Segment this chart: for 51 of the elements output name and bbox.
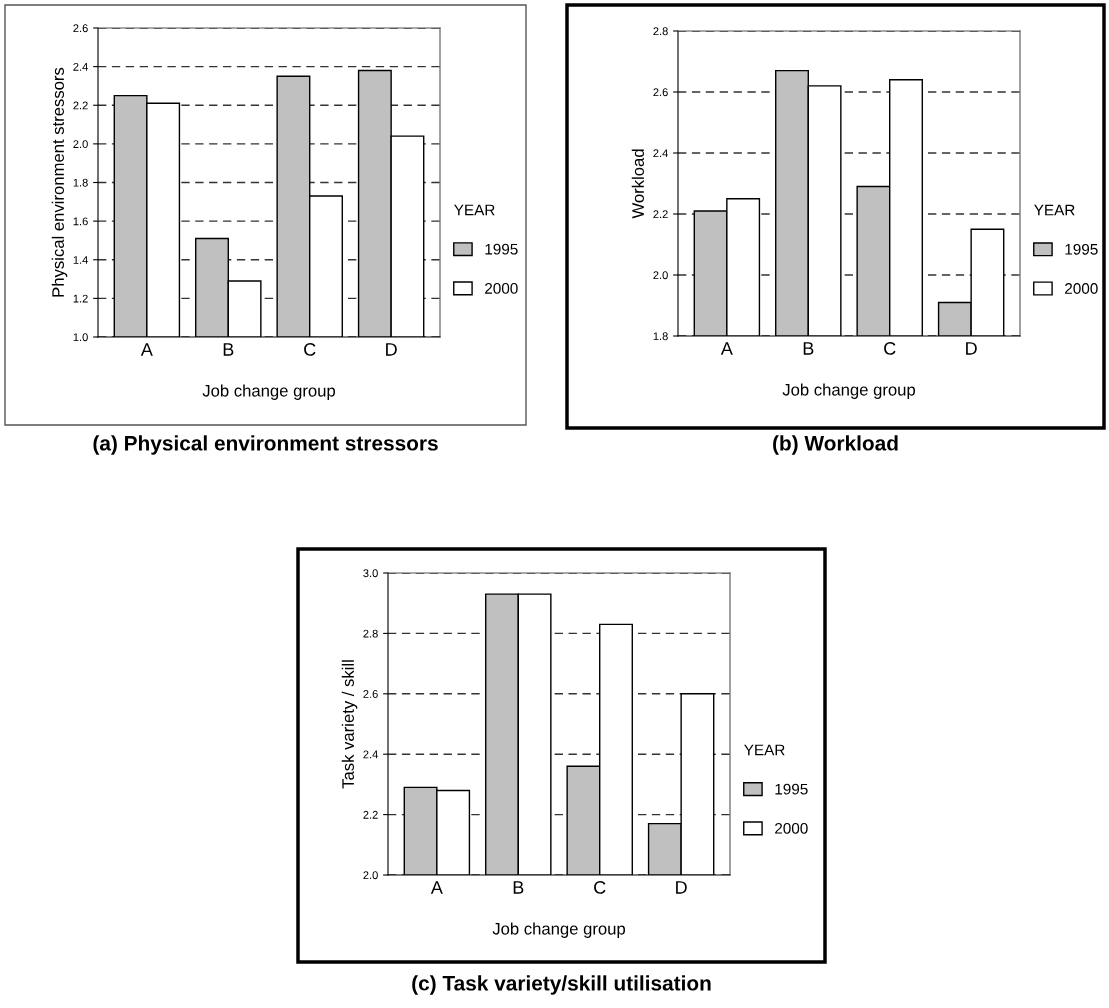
y-axis-title: Physical environment stressors xyxy=(51,67,68,297)
y-tick-label: 2.6 xyxy=(73,24,88,33)
y-tick-label: 1.4 xyxy=(73,256,88,264)
x-tick-label: C xyxy=(594,881,606,894)
y-tick-label: 1.2 xyxy=(73,294,88,303)
y-tick-label: 1.8 xyxy=(653,332,668,341)
x-axis-title: Job change group xyxy=(202,384,336,400)
x-tick-label: B xyxy=(223,343,234,356)
y-tick-label: 2.2 xyxy=(653,210,668,219)
x-tick-label: C xyxy=(304,343,316,356)
x-tick-label: D xyxy=(676,881,687,894)
legend-label: 1995 xyxy=(485,243,518,255)
legend-label: 1995 xyxy=(1065,243,1098,255)
y-tick-label: 2.2 xyxy=(73,101,88,110)
y-tick-label: 2.8 xyxy=(653,27,668,36)
legend-label: 2000 xyxy=(1065,283,1098,294)
y-tick-label: 2.8 xyxy=(363,629,378,638)
text: (c) Task variety/skill utilisation xyxy=(412,975,711,995)
text: (b) Workload xyxy=(773,435,898,455)
legend-title: YEAR xyxy=(744,744,785,756)
y-axis-title: Workload xyxy=(631,149,644,219)
y-tick-label: 2.6 xyxy=(363,690,378,698)
legend-title: YEAR xyxy=(1034,204,1075,216)
x-tick-label: D xyxy=(966,342,977,355)
y-tick-label: 2.4 xyxy=(73,62,88,71)
legend-label: 2000 xyxy=(775,822,808,834)
text: (a) Physical environment stressors xyxy=(93,435,438,455)
y-tick-label: 1.6 xyxy=(73,217,88,226)
y-tick-label: 2.0 xyxy=(73,140,88,149)
x-tick-label: D xyxy=(386,343,397,356)
x-tick-label: B xyxy=(803,342,814,355)
x-tick-label: A xyxy=(720,342,733,355)
x-axis-title: Job change group xyxy=(782,383,916,399)
y-tick-label: 2.0 xyxy=(653,271,668,280)
y-tick-label: 1.8 xyxy=(73,178,88,187)
y-tick-label: 2.2 xyxy=(363,810,378,819)
legend-label: 1995 xyxy=(775,783,808,795)
y-tick-label: 2.0 xyxy=(363,871,378,880)
y-axis-title: Task variety / skill xyxy=(341,660,358,789)
y-tick-label: 2.4 xyxy=(653,149,668,158)
y-tick-label: 1.0 xyxy=(73,333,88,342)
x-axis-title: Job change group xyxy=(492,922,626,938)
x-tick-label: B xyxy=(513,881,524,894)
y-tick-label: 2.4 xyxy=(363,750,378,759)
x-tick-label: A xyxy=(140,343,153,356)
y-tick-label: 2.6 xyxy=(653,88,668,97)
x-tick-label: A xyxy=(430,881,443,894)
y-tick-label: 3.0 xyxy=(363,569,378,578)
legend-label: 2000 xyxy=(485,282,518,294)
legend-title: YEAR xyxy=(454,204,495,216)
x-tick-label: C xyxy=(884,342,896,355)
